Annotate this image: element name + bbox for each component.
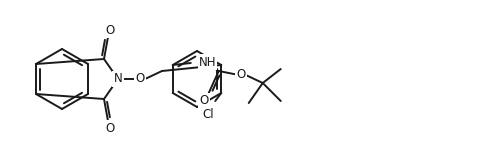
Text: O: O <box>105 122 115 134</box>
Text: O: O <box>199 94 208 107</box>
Text: NH: NH <box>199 55 216 69</box>
Text: O: O <box>105 24 115 36</box>
Text: N: N <box>114 73 122 85</box>
Text: Cl: Cl <box>203 107 214 121</box>
Text: O: O <box>135 73 145 85</box>
Text: O: O <box>236 69 245 82</box>
